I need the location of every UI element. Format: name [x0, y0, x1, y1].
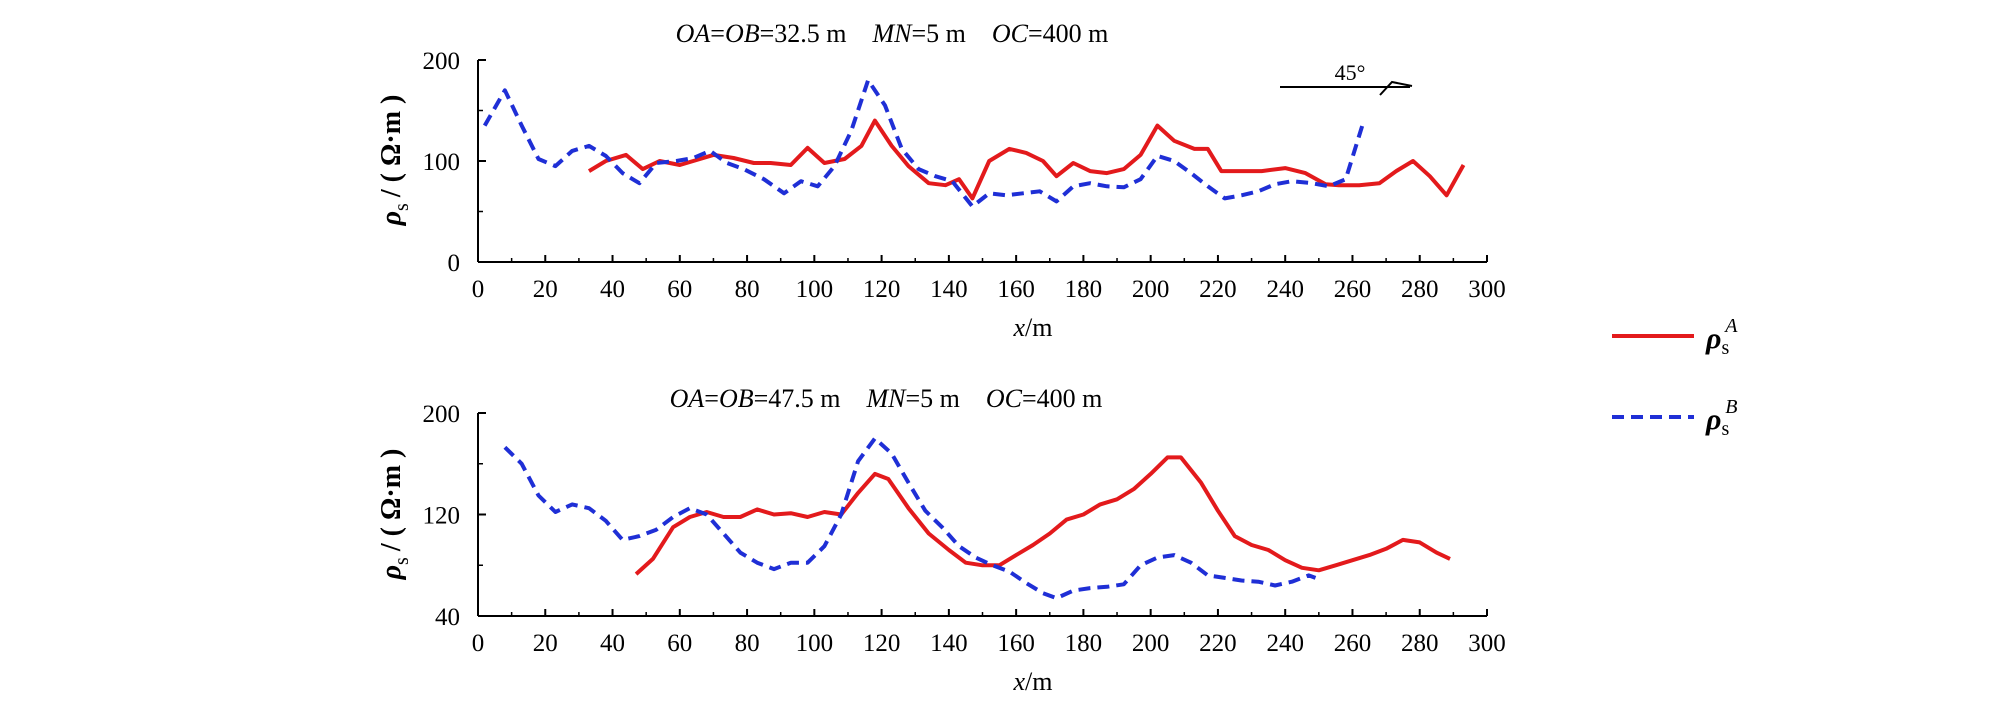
chart-top: OA=OB=32.5 m MN=5 m OC=400 m 0 20 40 60 80 100 1… [376, 19, 1506, 342]
x-tick-label: 240 [1266, 630, 1304, 657]
x-tick-label: 220 [1199, 276, 1237, 303]
chart-bottom-xlabel: x/m [1013, 667, 1053, 696]
chart-bottom-title: OA=OB=47.5 m MN=5 m OC=400 m [670, 384, 1103, 413]
compass-angle-label: 45° [1335, 60, 1366, 85]
x-tick-label: 100 [796, 630, 834, 657]
x-tick-label: 0 [472, 276, 485, 303]
legend: ρsA ρsB [1612, 315, 1738, 440]
x-tick-label: 200 [1132, 276, 1170, 303]
x-tick-label: 140 [930, 630, 968, 657]
series-line-a [587, 118, 1466, 201]
y-tick-label: 0 [448, 250, 461, 277]
x-tick-label: 200 [1132, 630, 1170, 657]
legend-label-b: ρsB [1705, 396, 1737, 440]
series-line-b [503, 436, 1317, 601]
x-tick-label: 80 [735, 276, 760, 303]
legend-label-a: ρsA [1705, 315, 1738, 359]
legend-item-b: ρsB [1612, 396, 1737, 440]
x-tick-label: 40 [600, 276, 625, 303]
x-tick-label: 140 [930, 276, 968, 303]
compass-arrow-icon [1379, 80, 1413, 96]
x-tick-label: 80 [735, 630, 760, 657]
x-tick-label: 280 [1401, 276, 1439, 303]
x-tick-label: 60 [667, 276, 692, 303]
chart-bottom-ticks: 0 20 40 60 80 100 120 140 160 180 200 220 240 260 280 3… [423, 401, 1506, 657]
chart-bottom: OA=OB=47.5 m MN=5 m OC=400 m 0 20 40 60 80 100 1… [376, 384, 1506, 696]
series-line-a [634, 455, 1451, 576]
x-tick-label: 120 [863, 630, 901, 657]
chart-top-series [482, 78, 1466, 209]
x-tick-label: 300 [1468, 276, 1506, 303]
y-tick-label: 40 [435, 604, 460, 631]
x-tick-label: 40 [600, 630, 625, 657]
chart-top-ylabel: ρs/ ( Ω·m ) [376, 95, 413, 227]
chart-top-axes [477, 60, 1487, 263]
series-line-b [482, 78, 1365, 209]
x-tick-label: 260 [1334, 630, 1372, 657]
y-tick-label: 200 [423, 48, 461, 75]
x-tick-label: 160 [997, 276, 1035, 303]
x-tick-label: 180 [1065, 276, 1103, 303]
x-tick-label: 100 [796, 276, 834, 303]
x-tick-label: 220 [1199, 630, 1237, 657]
y-tick-label: 100 [423, 149, 461, 176]
x-tick-label: 160 [997, 630, 1035, 657]
chart-bottom-ylabel: ρs/ ( Ω·m ) [376, 449, 413, 581]
chart-bottom-axes [477, 413, 1487, 617]
x-tick-label: 20 [533, 630, 558, 657]
compass-indicator: 45° [1280, 60, 1413, 96]
x-tick-label: 240 [1266, 276, 1304, 303]
x-tick-label: 280 [1401, 630, 1439, 657]
x-tick-label: 20 [533, 276, 558, 303]
chart-top-title: OA=OB=32.5 m MN=5 m OC=400 m [676, 19, 1109, 48]
x-tick-label: 260 [1334, 276, 1372, 303]
x-tick-label: 300 [1468, 630, 1506, 657]
x-tick-label: 0 [472, 630, 485, 657]
x-tick-label: 60 [667, 630, 692, 657]
chart-bottom-series [503, 436, 1451, 601]
y-tick-label: 200 [423, 401, 461, 428]
y-tick-label: 120 [423, 503, 461, 530]
x-tick-label: 180 [1065, 630, 1103, 657]
chart-top-xlabel: x/m [1013, 313, 1053, 342]
x-tick-label: 120 [863, 276, 901, 303]
legend-item-a: ρsA [1612, 315, 1738, 359]
chart-top-ticks: 0 20 40 60 80 100 120 140 160 180 200 220 240 260 280 3… [423, 48, 1506, 303]
